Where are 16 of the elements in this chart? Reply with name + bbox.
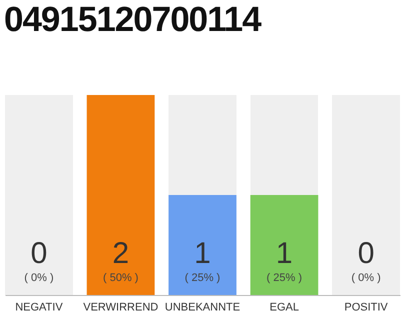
annotation: ( 0% ) (24, 272, 54, 284)
chart-title: 04915120700114 (4, 0, 261, 40)
data-label: 1 (276, 237, 293, 270)
data-label: 1 (194, 237, 211, 270)
x-tick-label: EGAL (270, 302, 299, 314)
x-tick-label: POSITIV (344, 302, 388, 314)
data-label: 0 (358, 237, 374, 270)
x-tick-label: UNBEKANNTE (164, 302, 240, 314)
annotation: ( 25% ) (184, 272, 220, 284)
x-tick-label: VERWIRREND (83, 302, 158, 314)
annotation: ( 50% ) (102, 272, 138, 284)
data-label: 2 (112, 237, 130, 270)
data-label: 0 (30, 237, 48, 270)
annotation: ( 0% ) (351, 272, 381, 284)
annotation: ( 25% ) (266, 272, 302, 284)
x-tick-label: NEGATIV (15, 302, 64, 314)
